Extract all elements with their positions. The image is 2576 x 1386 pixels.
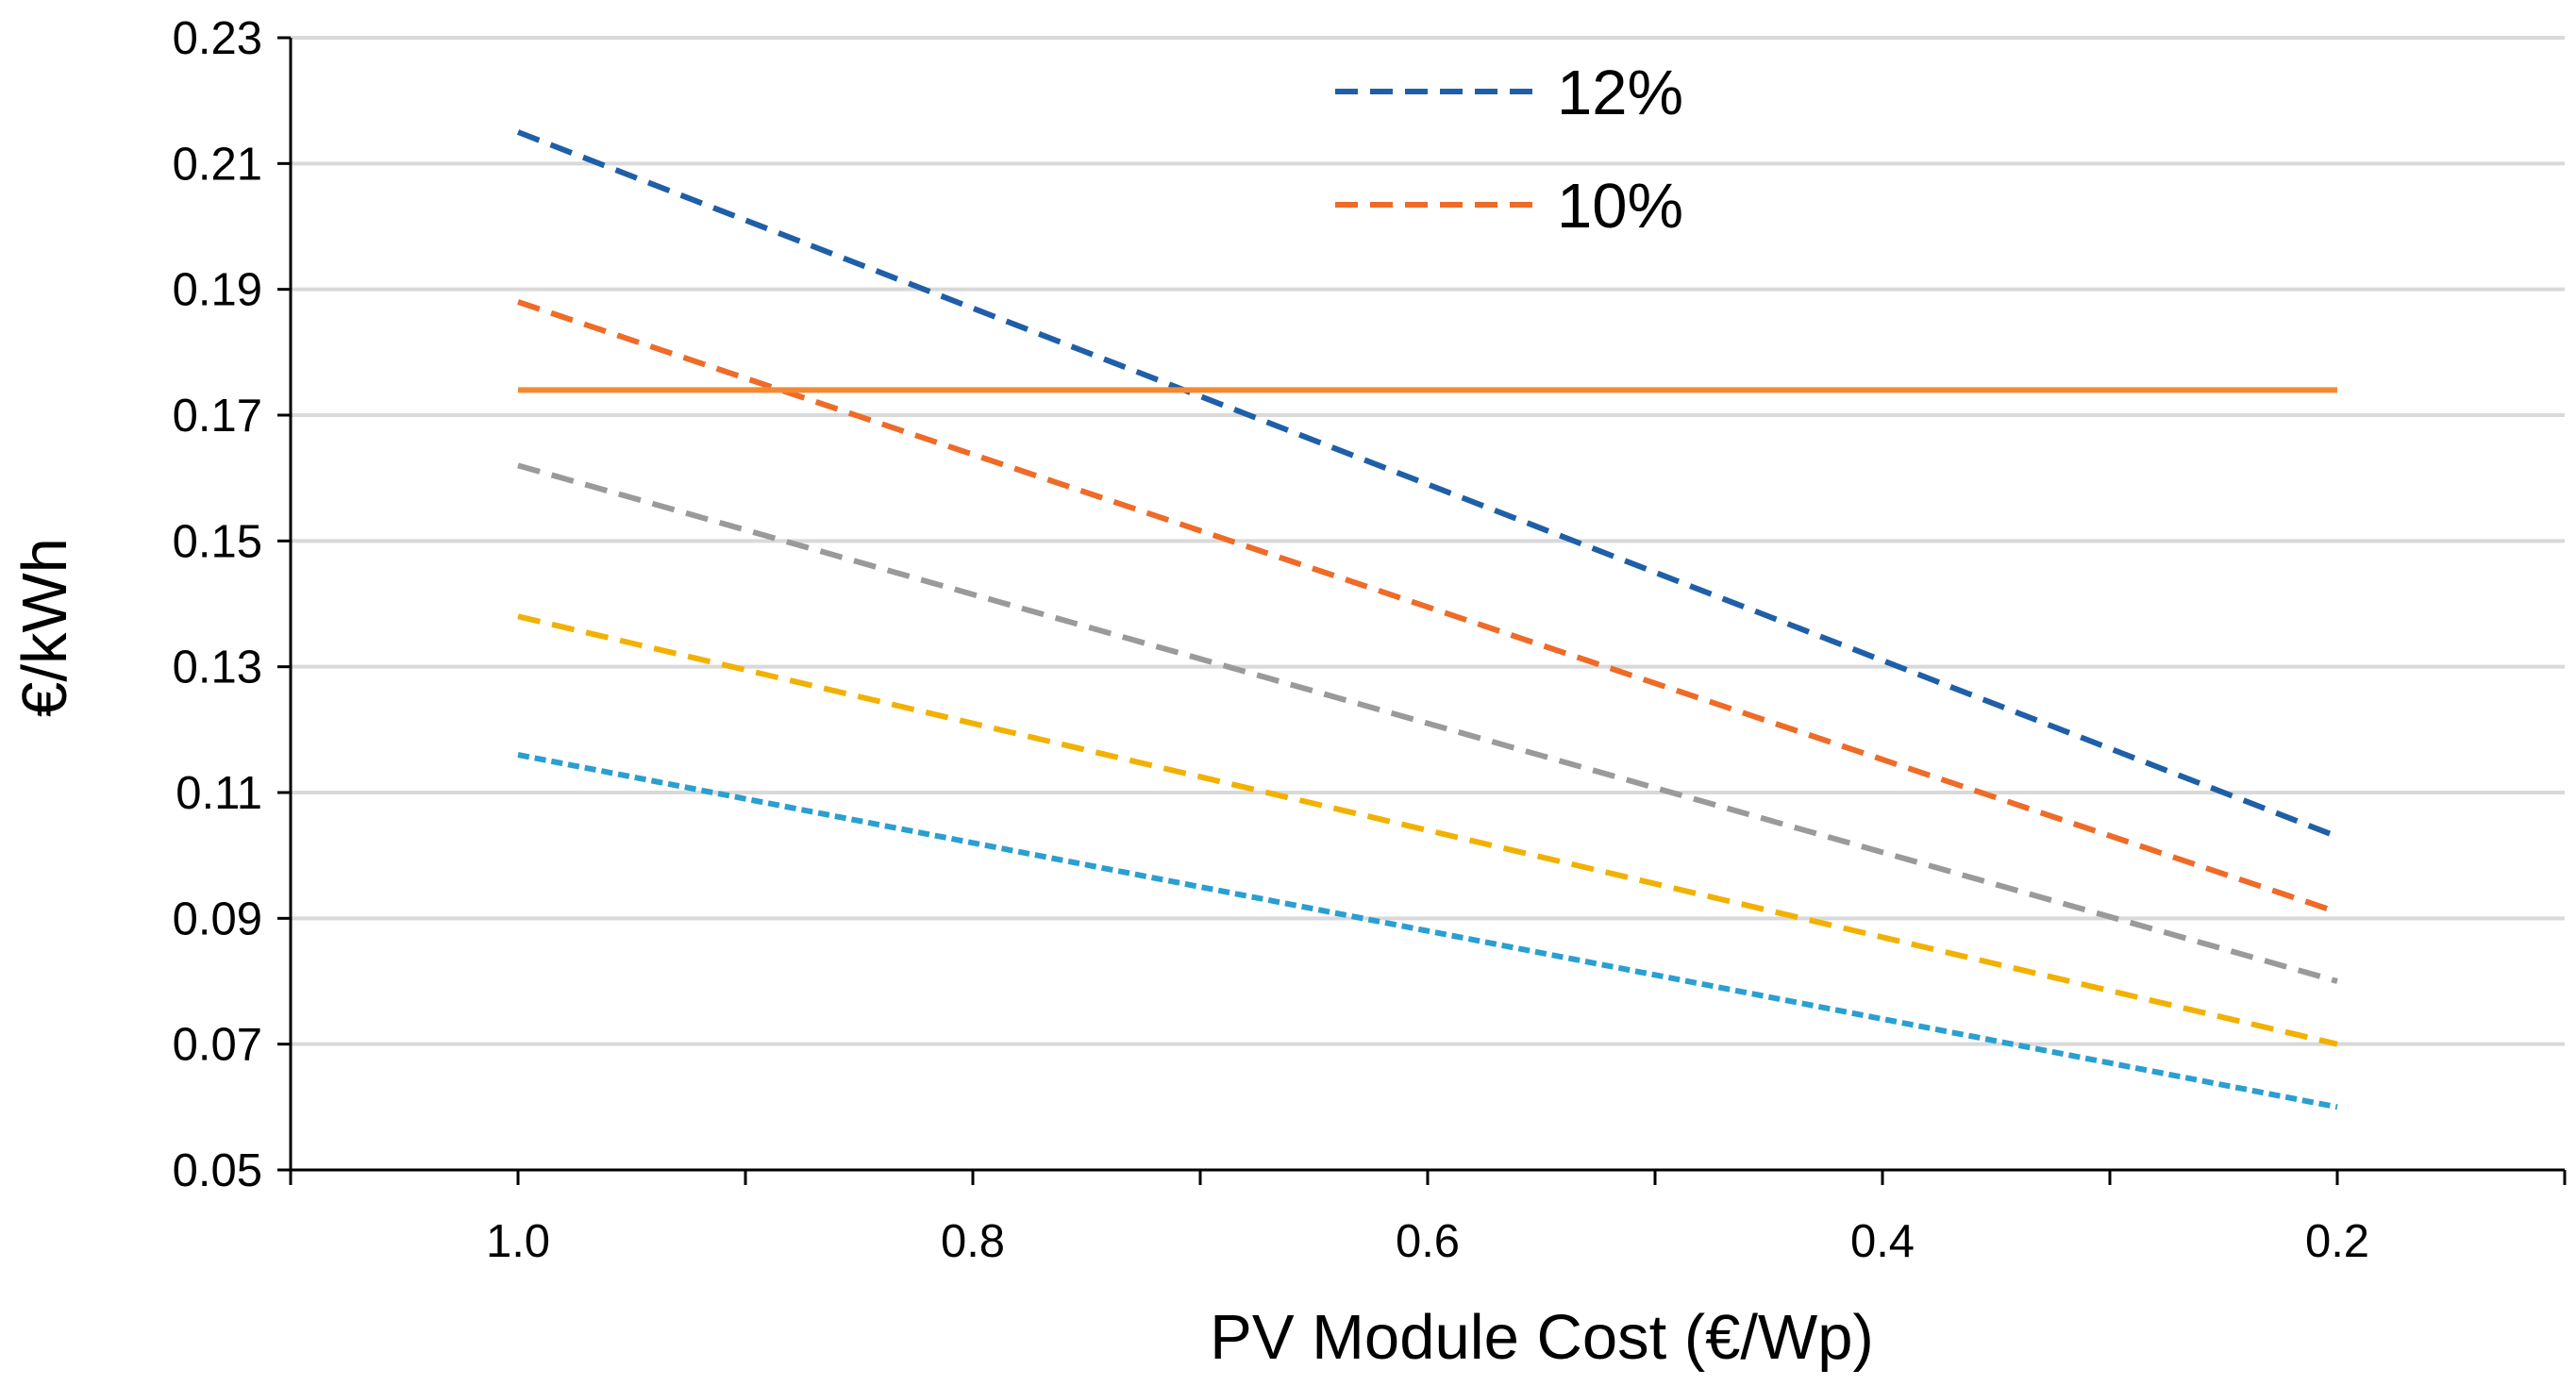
x-tick-labels: 1.0 0.8 0.6 0.4 0.2 (486, 1216, 2369, 1267)
x-tick-label: 1.0 (486, 1216, 550, 1267)
x-tick-label: 0.8 (941, 1216, 1005, 1267)
series-layer (516, 129, 2339, 1110)
legend: 12% 10% (1335, 58, 1683, 242)
series-line-10- (517, 299, 2338, 915)
y-axis-title: €/kWh (9, 538, 80, 717)
y-tick-label: 0.13 (173, 643, 262, 693)
y-tick-label: 0.17 (173, 391, 262, 442)
axes (277, 36, 2567, 1185)
y-tick-label: 0.11 (176, 768, 262, 819)
legend-label-12: 12% (1557, 58, 1683, 128)
x-tick-label: 0.6 (1396, 1216, 1460, 1267)
y-tick-label: 0.15 (173, 516, 262, 567)
y-tick-label: 0.07 (173, 1020, 262, 1071)
y-tick-label: 0.09 (173, 893, 262, 944)
gridlines (291, 36, 2565, 1046)
y-tick-label: 0.19 (173, 265, 262, 316)
series-line-gray-series (517, 462, 2338, 984)
y-tick-label: 0.23 (173, 13, 262, 64)
legend-label-10: 10% (1557, 171, 1683, 242)
x-tick-label: 0.4 (1850, 1216, 1915, 1267)
series-line-light-blue-series (517, 752, 2338, 1110)
y-tick-labels: 0.05 0.07 0.09 0.11 0.13 0.15 0.17 0.19 0.21 0.23 (173, 13, 262, 1196)
series-line-12- (516, 129, 2339, 840)
y-tick-label: 0.05 (173, 1145, 262, 1196)
y-tick-label: 0.21 (173, 139, 262, 190)
series-line-yellow-series (517, 613, 2338, 1047)
x-tick-label: 0.2 (2305, 1216, 2369, 1267)
x-axis-title: PV Module Cost (€/Wp) (1210, 1302, 1874, 1373)
